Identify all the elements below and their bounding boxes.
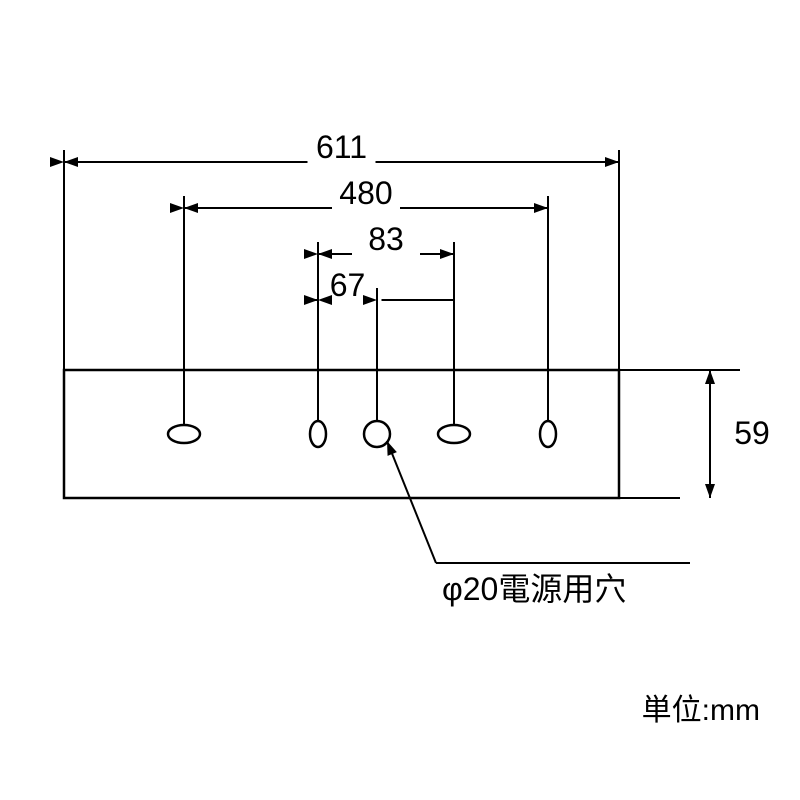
dimension-value: 67 — [330, 267, 366, 303]
callout-label: φ20電源用穴 — [442, 571, 626, 607]
center-hole — [364, 421, 390, 447]
dimension-value: 480 — [339, 175, 392, 211]
slot-left — [168, 425, 200, 443]
slot-right — [540, 421, 556, 447]
holes-group — [168, 421, 556, 447]
slot-near-left — [310, 421, 326, 447]
callout-leader — [387, 441, 436, 563]
slot-near-right — [438, 425, 470, 443]
dimension-value: 611 — [316, 129, 367, 165]
body-rect — [64, 370, 619, 498]
unit-label: 単位:mm — [642, 694, 760, 727]
dimension-height: 59 — [734, 415, 770, 451]
dimension-value: 83 — [368, 221, 404, 257]
